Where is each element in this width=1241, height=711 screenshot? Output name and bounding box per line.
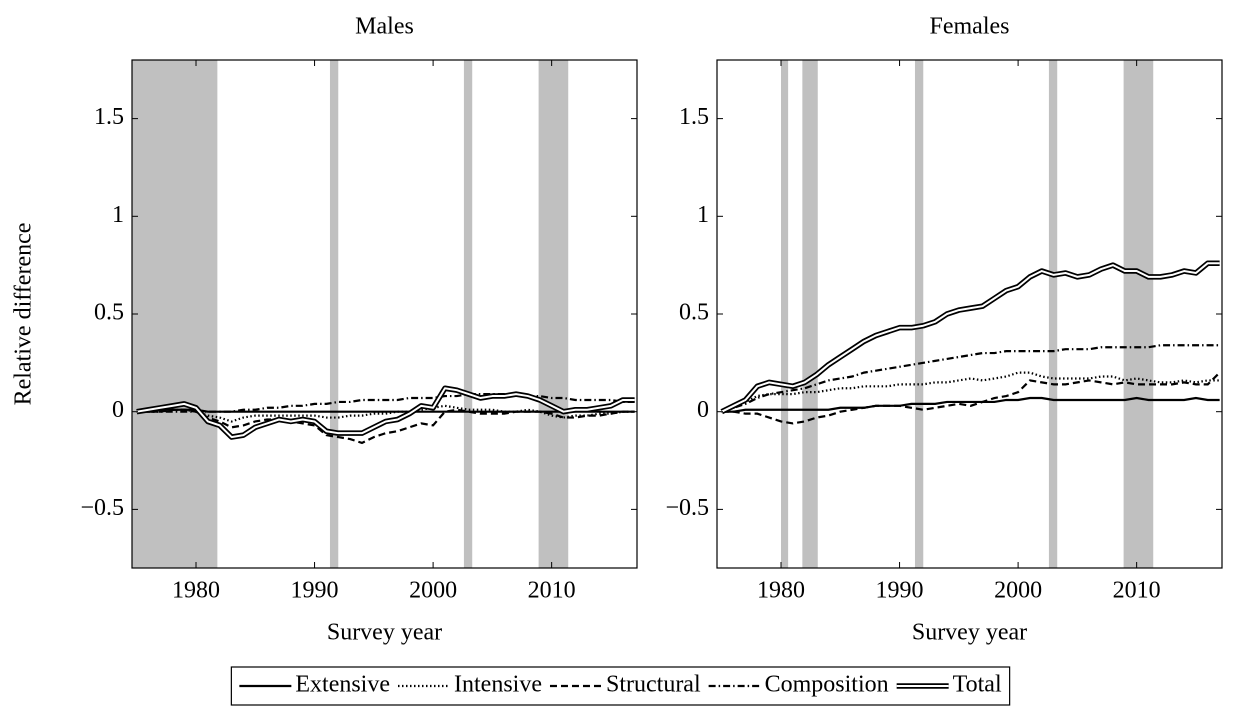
recession-band [132,60,218,568]
legend-box [230,666,1011,706]
x-tick-label: 1980 [172,578,220,604]
legend-item: Intensive [398,672,542,698]
recession-band [914,60,924,568]
recession-band [1048,60,1058,568]
recession-band [538,60,569,568]
series-line [136,393,635,413]
series-line [136,408,635,445]
total-line-inner [136,387,635,439]
legend-item: Extensive [239,672,390,698]
x-tick-label: 2000 [994,578,1042,604]
legend-label: Extensive [295,672,390,698]
total-line-inner [721,262,1220,413]
y-tick-label: 1.5 [94,104,124,130]
series-line [136,404,635,423]
series-line [721,371,1221,425]
x-tick-label: 1990 [876,578,924,604]
legend-item: Structural [549,672,701,698]
y-axis-label: Relative difference [11,223,37,406]
legend: Extensive Intensive Structural Composition T… [230,666,1011,706]
y-tick-label: −0.5 [665,495,709,521]
y-tick-label: 1 [697,202,709,228]
legend-label: Structural [606,672,701,698]
y-tick-label: −0.5 [80,495,124,521]
y-tick-label: 0.5 [679,300,709,326]
recession-band [802,60,818,568]
x-tick-label: 1990 [291,578,339,604]
x-tick-label: 2010 [1113,578,1161,604]
recession-band [781,60,789,568]
x-tick-label: 2010 [528,578,576,604]
x-tick-label: 1980 [757,578,805,604]
panel-title: Females [930,14,1010,40]
legend-item: Total [896,672,1002,698]
legend-label: Total [953,672,1002,698]
recession-band [463,60,473,568]
panel-title: Males [355,14,414,40]
series-line [721,396,1220,413]
recession-band [1123,60,1154,568]
x-axis-label: Survey year [327,620,442,646]
recession-band [329,60,339,568]
series-line [721,344,1220,413]
plot-lines [136,385,635,445]
legend-item: Composition [708,672,889,698]
legend-label: Composition [765,672,889,698]
y-tick-label: 0.5 [94,300,124,326]
plot-lines [720,260,1221,425]
y-tick-label: 1 [112,202,124,228]
legend-label: Intensive [454,672,542,698]
x-tick-label: 2000 [409,578,457,604]
y-tick-label: 0 [697,397,709,423]
y-tick-label: 1.5 [679,104,709,130]
x-axis-label: Survey year [912,620,1027,646]
y-tick-label: 0 [112,397,124,423]
